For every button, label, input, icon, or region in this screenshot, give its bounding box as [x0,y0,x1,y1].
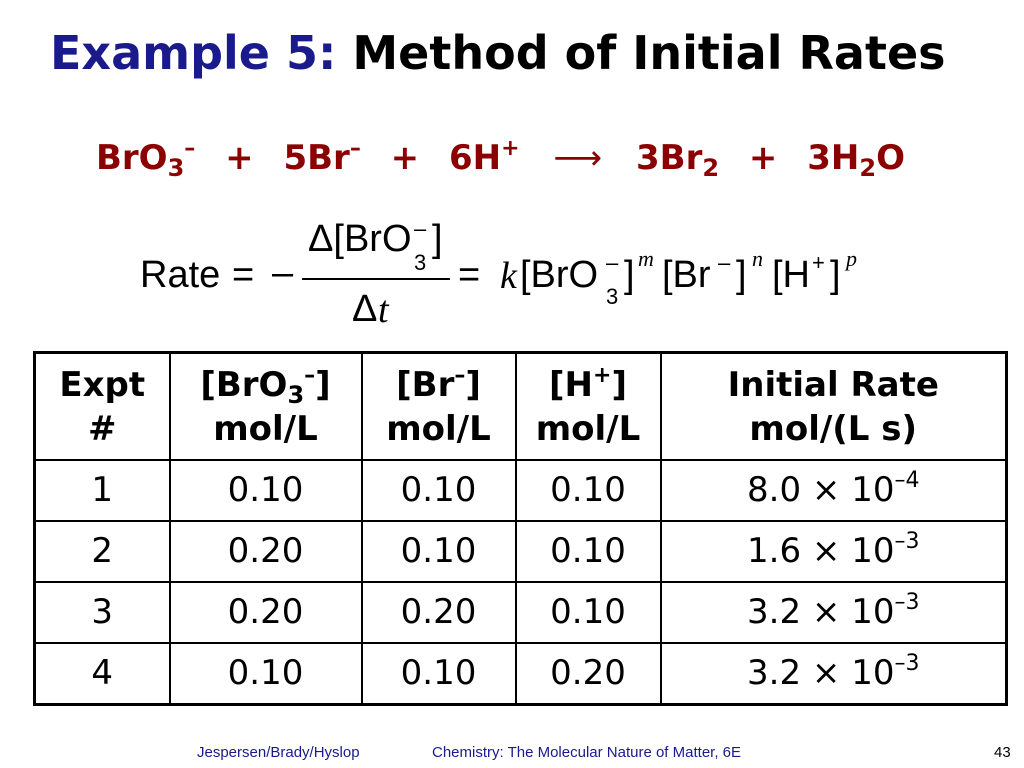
bromide-close: ] [736,254,747,296]
bromide-charge: – [718,250,731,275]
product-water: 3H2O [807,138,905,182]
cell-rate: 8.0 × 10–4 [659,459,1008,522]
hydrogen-term: [H [772,254,810,296]
reactant-bromide: 5Br– [283,136,361,179]
cell-expt: 2 [33,520,171,583]
minus-sign: – [272,252,294,294]
denominator-delta: Δ [352,288,378,330]
reactant-hydrogen: 6H+ [449,136,520,179]
cell-expt: 4 [33,642,171,706]
page-number: 43 [994,744,1011,761]
order-n: n [752,246,763,271]
plus-sign: + [225,138,254,178]
plus-sign: + [748,138,778,178]
cell-expt: 3 [33,581,171,644]
table-row: 2 0.20 0.10 0.10 1.6 × 10–3 [33,520,1008,583]
bromate-term: [BrO [520,254,599,296]
equals-sign: = [232,254,255,296]
bromate-charge: – [606,250,619,275]
cell-rate: 1.6 × 10–3 [659,520,1008,583]
bromide-term: [Br [662,254,711,296]
initial-rates-table: Expt # [BrO3–] mol/L [Br–] mol/L [H+] mol/L … [33,351,1008,706]
reaction-arrow-icon: ⟶ [553,138,603,178]
cell-hydrogen: 0.10 [514,581,662,644]
cell-bromide: 0.20 [360,581,517,644]
rate-law-equation: Rate = – Δ[BrO 3 – ] Δ t = k [BrO 3 – ] … [140,216,900,338]
cell-bromate: 0.20 [168,581,363,644]
table-row: 4 0.10 0.10 0.20 3.2 × 10–3 [33,642,1008,706]
cell-hydrogen: 0.10 [514,520,662,583]
reactant-bromate: BrO3– [96,136,196,182]
cell-hydrogen: 0.10 [514,459,662,522]
numerator-subscript: 3 [414,250,427,275]
equals-sign: = [458,254,481,296]
cell-bromate: 0.10 [168,642,363,706]
product-bromine: 3Br2 [636,138,720,182]
title-main: Method of Initial Rates [352,26,946,80]
cell-rate: 3.2 × 10–3 [659,581,1008,644]
hydrogen-charge: + [812,250,825,275]
header-bromate: [BrO3–] mol/L [168,351,363,461]
cell-bromide: 0.10 [360,459,517,522]
numerator-charge: – [414,216,427,241]
footer-authors: Jespersen/Brady/Hyslop [197,744,360,761]
rate-label: Rate [140,254,221,296]
cell-bromide: 0.10 [360,520,517,583]
order-m: m [638,246,654,271]
cell-bromate: 0.20 [168,520,363,583]
header-bromide: [Br–] mol/L [360,351,517,461]
bromate-subscript: 3 [606,284,619,309]
cell-rate: 3.2 × 10–3 [659,642,1008,706]
fraction-bar [302,278,450,280]
title-prefix: Example 5: [50,26,337,80]
footer-book-title: Chemistry: The Molecular Nature of Matte… [432,744,742,761]
plus-sign: + [390,138,420,178]
numerator-close: ] [432,218,443,260]
table-header-row: Expt # [BrO3–] mol/L [Br–] mol/L [H+] mol/L … [33,351,1008,461]
rate-constant-k: k [500,255,517,297]
slide-title: Example 5: Method of Initial Rates [50,26,946,80]
table-row: 1 0.10 0.10 0.10 8.0 × 10–4 [33,459,1008,522]
chemical-reaction: BrO3– + 5Br– + 6H+ ⟶ 3Br2 + 3H2O [96,136,905,182]
header-hydrogen: [H+] mol/L [514,351,662,461]
cell-expt: 1 [33,459,171,522]
numerator: Δ[BrO [308,218,412,260]
header-expt: Expt # [33,351,171,461]
bromate-close: ] [624,254,635,296]
order-p: p [846,246,857,271]
cell-bromide: 0.10 [360,642,517,706]
cell-hydrogen: 0.20 [514,642,662,706]
denominator-t: t [378,289,389,331]
header-initial-rate: Initial Rate mol/(L s) [659,351,1008,461]
cell-bromate: 0.10 [168,459,363,522]
table-row: 3 0.20 0.20 0.10 3.2 × 10–3 [33,581,1008,644]
hydrogen-close: ] [830,254,841,296]
